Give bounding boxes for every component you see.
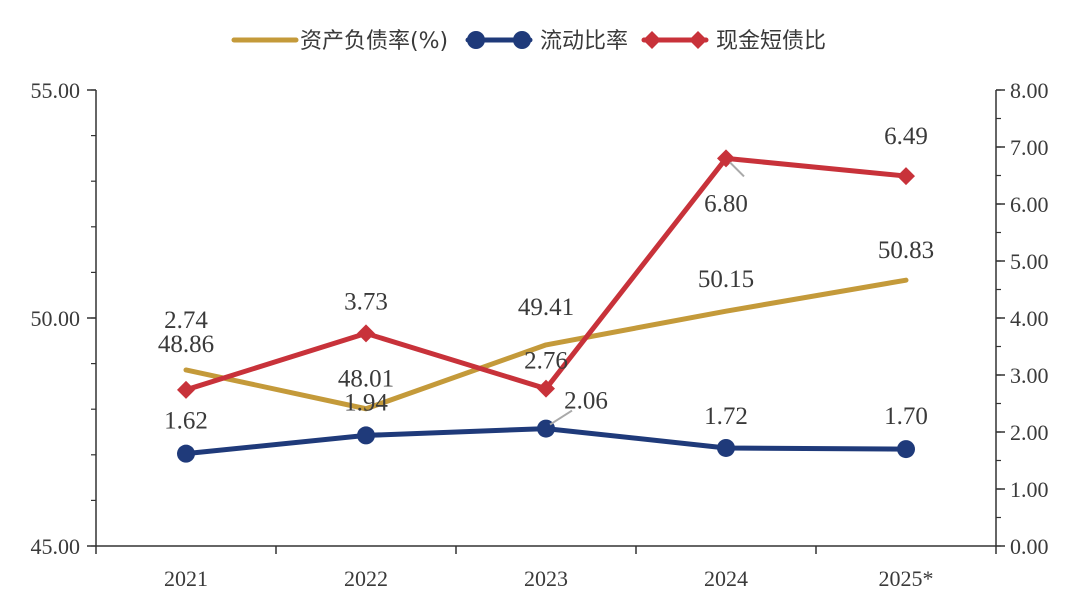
data-label: 2.76 <box>524 348 568 375</box>
legend-marker <box>513 31 531 49</box>
data-label: 2.74 <box>164 307 208 334</box>
data-label: 3.73 <box>344 288 388 315</box>
y-right-tick-label: 8.00 <box>1010 78 1049 103</box>
leader-line <box>549 409 573 426</box>
legend-label: 现金短债比 <box>716 29 826 54</box>
legend-marker <box>689 31 707 49</box>
series-layer <box>177 149 915 463</box>
y-left-tick-label: 45.00 <box>31 534 81 559</box>
x-tick-label: 2023 <box>524 566 568 591</box>
y-right-tick-label: 2.00 <box>1010 420 1049 445</box>
data-label: 1.72 <box>704 403 748 430</box>
x-tick-label: 2025* <box>879 566 934 591</box>
legend-label: 资产负债率(%) <box>300 29 448 54</box>
y-left-tick-label: 55.00 <box>31 78 81 103</box>
point-marker <box>177 380 195 399</box>
data-label: 1.62 <box>164 408 208 435</box>
y-right-tick-label: 1.00 <box>1010 477 1049 502</box>
x-tick-label: 2022 <box>344 566 388 591</box>
legend-label: 流动比率 <box>540 29 628 54</box>
y-right-tick-label: 7.00 <box>1010 135 1049 160</box>
data-label: 50.15 <box>698 266 754 293</box>
point-marker <box>537 379 555 398</box>
point-marker <box>897 440 915 459</box>
point-marker <box>177 444 195 463</box>
data-label: 6.49 <box>884 123 928 150</box>
y-right-tick-label: 0.00 <box>1010 534 1049 559</box>
y-right-tick-label: 6.00 <box>1010 192 1049 217</box>
point-marker <box>357 324 375 343</box>
x-tick-label: 2024 <box>704 566 748 591</box>
legend-marker <box>467 31 485 49</box>
y-right-tick-label: 3.00 <box>1010 363 1049 388</box>
leader-line <box>729 161 745 178</box>
x-tick-label: 2021 <box>164 566 208 591</box>
data-label: 1.70 <box>884 403 928 430</box>
data-label: 6.80 <box>704 190 748 217</box>
legend: 资产负债率(%) 流动比率 现金短债比 <box>231 29 826 54</box>
y-right-tick-label: 4.00 <box>1010 306 1049 331</box>
data-label: 48.86 <box>158 331 214 358</box>
point-marker <box>357 426 375 445</box>
data-label: 1.94 <box>344 389 388 416</box>
series-line-0 <box>183 277 909 412</box>
legend-marker <box>643 31 661 49</box>
data-label: 48.01 <box>338 366 394 393</box>
axes: 45.00 50.00 55.00 0.00 1.00 2.00 3.00 4.00 5.00 6… <box>31 78 1049 591</box>
y-right-tick-label: 5.00 <box>1010 249 1049 274</box>
point-marker <box>897 167 915 186</box>
y-left-tick-label: 50.00 <box>31 306 81 331</box>
point-marker <box>717 438 735 457</box>
data-label: 50.83 <box>878 237 934 264</box>
data-label: 49.41 <box>518 294 574 321</box>
